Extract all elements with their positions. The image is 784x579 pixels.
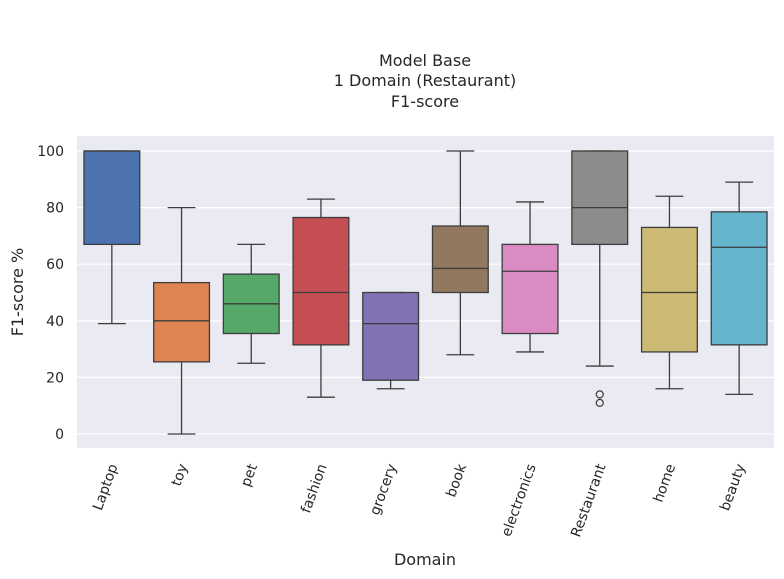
box-body (153, 281, 211, 363)
box-fashion (292, 198, 350, 398)
box-body (362, 291, 420, 381)
box-restaurant (571, 150, 629, 407)
x-tick-label: home (651, 462, 680, 505)
x-tick-label: Restaurant (568, 461, 609, 539)
box-beauty (710, 181, 768, 396)
outlier-point (595, 398, 604, 407)
y-tick-label: 60 (46, 257, 64, 273)
box-body (501, 243, 559, 335)
box-body (292, 216, 350, 346)
x-tick-label: toy (169, 462, 192, 488)
box-pet (222, 243, 280, 364)
x-tick-label: book (443, 461, 470, 499)
box-home (640, 195, 698, 390)
x-axis-ticks: Laptop toy pet fashion grocery book electronic… (90, 461, 749, 539)
x-tick-label: grocery (367, 462, 400, 518)
box-book (431, 150, 489, 356)
y-tick-label: 100 (37, 144, 64, 160)
y-tick-label: 20 (46, 370, 64, 386)
x-tick-label: fashion (298, 462, 330, 515)
box-body (710, 211, 768, 346)
y-axis-ticks: 0 20 40 60 80 100 (37, 144, 64, 443)
box-body (640, 226, 698, 353)
box-body (431, 225, 489, 294)
box-grocery (362, 291, 420, 390)
box-electronics (501, 201, 559, 353)
box-laptop (83, 150, 141, 325)
box-body (571, 150, 629, 246)
chart-title-line-1: Model Base (379, 51, 471, 70)
chart-title-line-3: F1-score (391, 92, 459, 111)
chart-title-line-2: 1 Domain (Restaurant) (334, 71, 517, 90)
y-tick-label: 40 (46, 314, 64, 330)
box-toy (153, 206, 211, 435)
y-axis-label: F1-score % (8, 248, 27, 336)
x-tick-label: electronics (499, 462, 540, 539)
y-tick-label: 80 (46, 201, 64, 217)
box-body (83, 150, 141, 246)
boxes (83, 150, 768, 435)
outlier-point (595, 390, 604, 399)
x-tick-label: beauty (717, 462, 749, 513)
y-tick-label: 0 (55, 427, 64, 443)
x-tick-label: Laptop (90, 462, 122, 513)
x-axis-label: Domain (394, 550, 456, 569)
x-tick-label: pet (238, 461, 261, 489)
